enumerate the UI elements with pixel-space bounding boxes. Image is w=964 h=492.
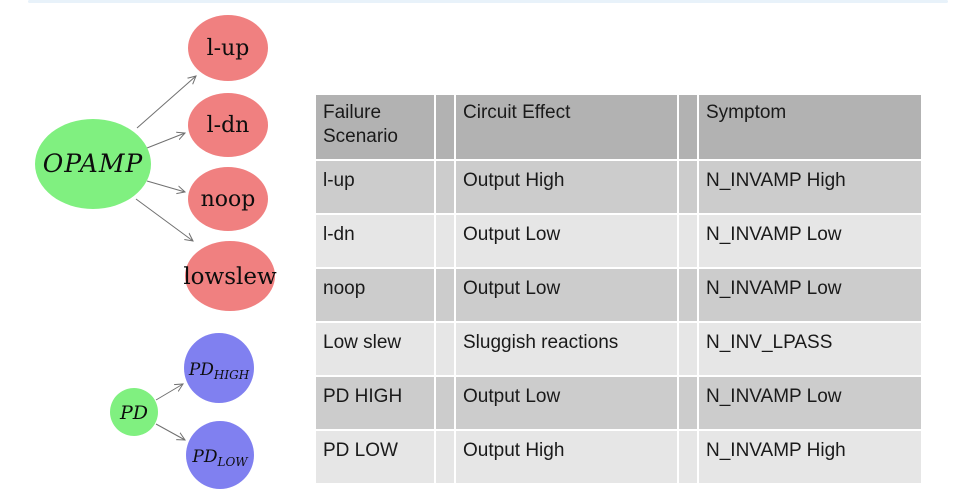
node-ldn-label: l-dn (207, 113, 250, 138)
edge-opamp-ldn (146, 133, 185, 149)
node-ldn (188, 93, 268, 157)
node-pd-high (184, 333, 254, 403)
edge-pd-pdhigh (155, 384, 183, 401)
spacer-cell (436, 269, 454, 321)
spacer-cell (679, 431, 697, 483)
cell-effect: Output High (456, 161, 677, 213)
node-pd (110, 388, 158, 436)
cell-scenario: l-up (316, 161, 434, 213)
opamp-tree: OPAMP l-up l-dn noop lowslew (35, 15, 277, 311)
edge-opamp-lowslew (135, 198, 193, 241)
table-row-pdhigh: PD HIGH Output Low N_INVAMP Low (316, 377, 921, 429)
edge-opamp-noop (146, 180, 185, 192)
cell-effect: Sluggish reactions (456, 323, 677, 375)
node-opamp (35, 119, 151, 209)
node-pd-low (186, 421, 254, 489)
cell-scenario: PD HIGH (316, 377, 434, 429)
cell-effect: Output High (456, 431, 677, 483)
node-noop (188, 167, 268, 231)
table-row-lowslew: Low slew Sluggish reactions N_INV_LPASS (316, 323, 921, 375)
spacer-cell (436, 431, 454, 483)
pd-high-subscript: HIGH (213, 368, 250, 382)
pd-low-subscript: LOW (216, 455, 249, 469)
top-edge-strip (28, 0, 948, 3)
cell-scenario: l-dn (316, 215, 434, 267)
cell-effect: Output Low (456, 269, 677, 321)
node-lup-label: l-up (207, 36, 250, 61)
cell-effect: Output Low (456, 377, 677, 429)
cell-scenario: Low slew (316, 323, 434, 375)
fault-tree-diagram: OPAMP l-up l-dn noop lowslew PD PDHIGH P… (35, 15, 277, 489)
spacer-cell (679, 323, 697, 375)
col-header-circuit-effect: Circuit Effect (456, 95, 677, 159)
node-opamp-label: OPAMP (43, 149, 144, 178)
node-lowslew-label: lowslew (183, 264, 277, 290)
failure-scenario-table: Failure Scenario Circuit Effect Symptom … (314, 93, 923, 485)
node-pd-low-label: PDLOW (191, 447, 249, 469)
spacer-cell (679, 161, 697, 213)
spacer-cell (436, 323, 454, 375)
node-lup (188, 15, 268, 81)
table-row-ldn: l-dn Output Low N_INVAMP Low (316, 215, 921, 267)
spacer-cell (436, 377, 454, 429)
node-lowslew (185, 241, 275, 311)
spacer-cell (436, 215, 454, 267)
cell-symptom: N_INV_LPASS (699, 323, 921, 375)
node-noop-label: noop (201, 187, 256, 212)
col-header-failure-scenario: Failure Scenario (316, 95, 434, 159)
col-header-symptom: Symptom (699, 95, 921, 159)
cell-symptom: N_INVAMP High (699, 431, 921, 483)
pd-tree: PD PDHIGH PDLOW (110, 333, 254, 489)
table-row-pdlow: PD LOW Output High N_INVAMP High (316, 431, 921, 483)
node-pd-high-label: PDHIGH (188, 360, 250, 382)
spacer-cell (436, 95, 454, 159)
cell-symptom: N_INVAMP High (699, 161, 921, 213)
spacer-cell (679, 377, 697, 429)
node-pd-label: PD (119, 402, 148, 424)
cell-scenario: PD LOW (316, 431, 434, 483)
cell-effect: Output Low (456, 215, 677, 267)
edge-opamp-lup (136, 76, 196, 129)
spacer-cell (679, 269, 697, 321)
table-header-row: Failure Scenario Circuit Effect Symptom (316, 95, 921, 159)
spacer-cell (679, 95, 697, 159)
spacer-cell (679, 215, 697, 267)
cell-symptom: N_INVAMP Low (699, 269, 921, 321)
cell-scenario: noop (316, 269, 434, 321)
edge-pd-pdlow (155, 423, 185, 440)
spacer-cell (436, 161, 454, 213)
cell-symptom: N_INVAMP Low (699, 377, 921, 429)
table-row-lup: l-up Output High N_INVAMP High (316, 161, 921, 213)
cell-symptom: N_INVAMP Low (699, 215, 921, 267)
pd-high-base: PD (188, 360, 214, 380)
pd-low-base: PD (191, 447, 217, 467)
table-row-noop: noop Output Low N_INVAMP Low (316, 269, 921, 321)
